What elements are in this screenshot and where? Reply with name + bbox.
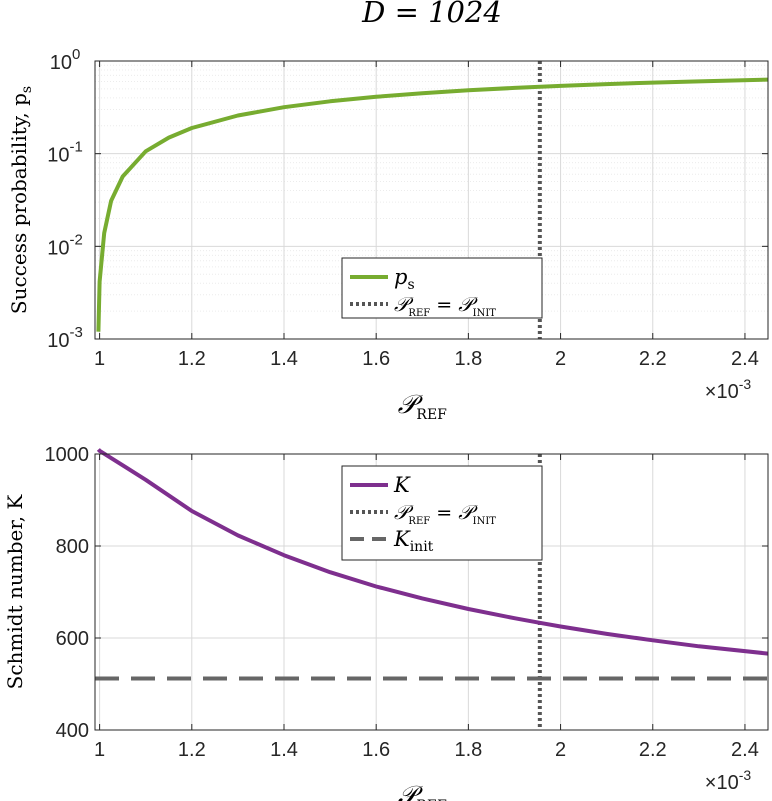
series-line-ps [96, 77, 769, 332]
x-tick-label: 1.2 [178, 348, 206, 370]
axes-frame [94, 60, 769, 340]
y-axis-label: Schmidt number, K [3, 494, 27, 690]
y-axis-label: Success probability, ps [7, 86, 35, 314]
x-tick-label: 2.2 [639, 739, 667, 761]
x-axis-label: 𝒫REF [398, 781, 448, 801]
legend-label: K [393, 473, 411, 497]
x-tick-label: 1.6 [362, 348, 390, 370]
x-tick-label: 1.8 [454, 739, 482, 761]
x-tick-label: 1.2 [178, 739, 206, 761]
x-exponent-label: ×10-3 [705, 767, 752, 794]
x-tick-label: 1.4 [270, 348, 298, 370]
x-tick-label: 1.8 [454, 348, 482, 370]
x-exponent-label: ×10-3 [705, 376, 752, 403]
plot-schmidt-number: 1 1.2 1.4 1.6 1.8 2 2.2 2.4 400 600 800 1000 ×10-3 𝒫R… [3, 444, 769, 801]
y-tick-label: 400 [56, 720, 89, 742]
axes-frame [94, 453, 769, 731]
x-tick-label: 1.6 [362, 739, 390, 761]
figure-title: D = 1024 [361, 0, 502, 29]
legend-label: Kinit [393, 527, 434, 555]
plot-success-probability: 1 1.2 1.4 1.6 1.8 2 2.2 2.4 10-3 10-2 10-1 100 ×10-3… [7, 46, 769, 423]
y-tick-label: 800 [56, 536, 89, 558]
y-tick-label: 600 [56, 628, 89, 650]
y-tick-label: 100 [50, 46, 81, 74]
x-tick-label: 1 [94, 739, 105, 761]
x-tick-label: 2.4 [731, 739, 759, 761]
series-line-K [96, 448, 769, 656]
x-tick-label: 1.4 [270, 739, 298, 761]
x-tick-label: 2.4 [731, 348, 759, 370]
x-tick-label: 2 [555, 739, 566, 761]
x-tick-label: 2.2 [639, 348, 667, 370]
legend-label: ps [394, 265, 415, 293]
x-tick-label: 1 [94, 348, 105, 370]
legend-label: 𝒫REF = 𝒫INIT [394, 500, 496, 527]
y-tick-label: 10-1 [47, 139, 83, 167]
y-tick-label: 10-3 [47, 324, 83, 352]
y-tick-label: 1000 [45, 444, 90, 466]
x-axis-label: 𝒫REF [398, 390, 448, 423]
legend-box [341, 257, 543, 319]
y-tick-label: 10-2 [47, 231, 83, 259]
x-tick-label: 2 [555, 348, 566, 370]
